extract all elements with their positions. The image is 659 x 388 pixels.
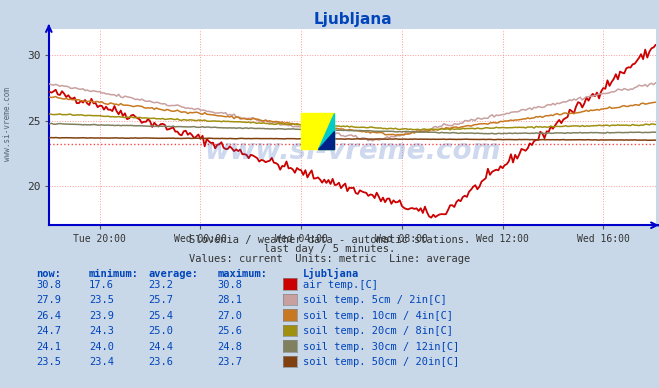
Text: 24.0: 24.0: [89, 342, 114, 352]
Text: 27.9: 27.9: [36, 295, 61, 305]
Text: 23.2: 23.2: [148, 280, 173, 290]
Text: maximum:: maximum:: [217, 269, 268, 279]
Text: average:: average:: [148, 269, 198, 279]
Text: 25.7: 25.7: [148, 295, 173, 305]
Text: 27.0: 27.0: [217, 311, 243, 321]
Text: soil temp. 10cm / 4in[C]: soil temp. 10cm / 4in[C]: [303, 311, 453, 321]
Text: last day / 5 minutes.: last day / 5 minutes.: [264, 244, 395, 254]
Text: Ljubljana: Ljubljana: [303, 268, 359, 279]
Text: 25.6: 25.6: [217, 326, 243, 336]
Text: Slovenia / weather data - automatic stations.: Slovenia / weather data - automatic stat…: [189, 234, 470, 244]
Text: 30.8: 30.8: [217, 280, 243, 290]
Text: 25.4: 25.4: [148, 311, 173, 321]
Text: minimum:: minimum:: [89, 269, 139, 279]
Text: 28.1: 28.1: [217, 295, 243, 305]
Text: 23.6: 23.6: [148, 357, 173, 367]
Text: 24.3: 24.3: [89, 326, 114, 336]
Polygon shape: [318, 131, 334, 149]
Text: 23.7: 23.7: [217, 357, 243, 367]
Text: soil temp. 20cm / 8in[C]: soil temp. 20cm / 8in[C]: [303, 326, 453, 336]
Text: soil temp. 30cm / 12in[C]: soil temp. 30cm / 12in[C]: [303, 342, 459, 352]
Text: soil temp. 50cm / 20in[C]: soil temp. 50cm / 20in[C]: [303, 357, 459, 367]
Text: 24.4: 24.4: [148, 342, 173, 352]
Text: www.si-vreme.com: www.si-vreme.com: [3, 87, 13, 161]
Text: 23.5: 23.5: [89, 295, 114, 305]
Text: 24.8: 24.8: [217, 342, 243, 352]
Text: soil temp. 5cm / 2in[C]: soil temp. 5cm / 2in[C]: [303, 295, 447, 305]
Polygon shape: [318, 113, 334, 149]
Text: 23.4: 23.4: [89, 357, 114, 367]
Text: 17.6: 17.6: [89, 280, 114, 290]
FancyBboxPatch shape: [301, 113, 334, 149]
Text: www.si-vreme.com: www.si-vreme.com: [204, 137, 501, 165]
Text: 23.5: 23.5: [36, 357, 61, 367]
Text: 30.8: 30.8: [36, 280, 61, 290]
Text: 23.9: 23.9: [89, 311, 114, 321]
Text: 24.7: 24.7: [36, 326, 61, 336]
Title: Ljubljana: Ljubljana: [313, 12, 392, 26]
Text: 24.1: 24.1: [36, 342, 61, 352]
Text: air temp.[C]: air temp.[C]: [303, 280, 378, 290]
Text: now:: now:: [36, 269, 61, 279]
Text: 25.0: 25.0: [148, 326, 173, 336]
Text: 26.4: 26.4: [36, 311, 61, 321]
Text: Values: current  Units: metric  Line: average: Values: current Units: metric Line: aver…: [189, 254, 470, 264]
